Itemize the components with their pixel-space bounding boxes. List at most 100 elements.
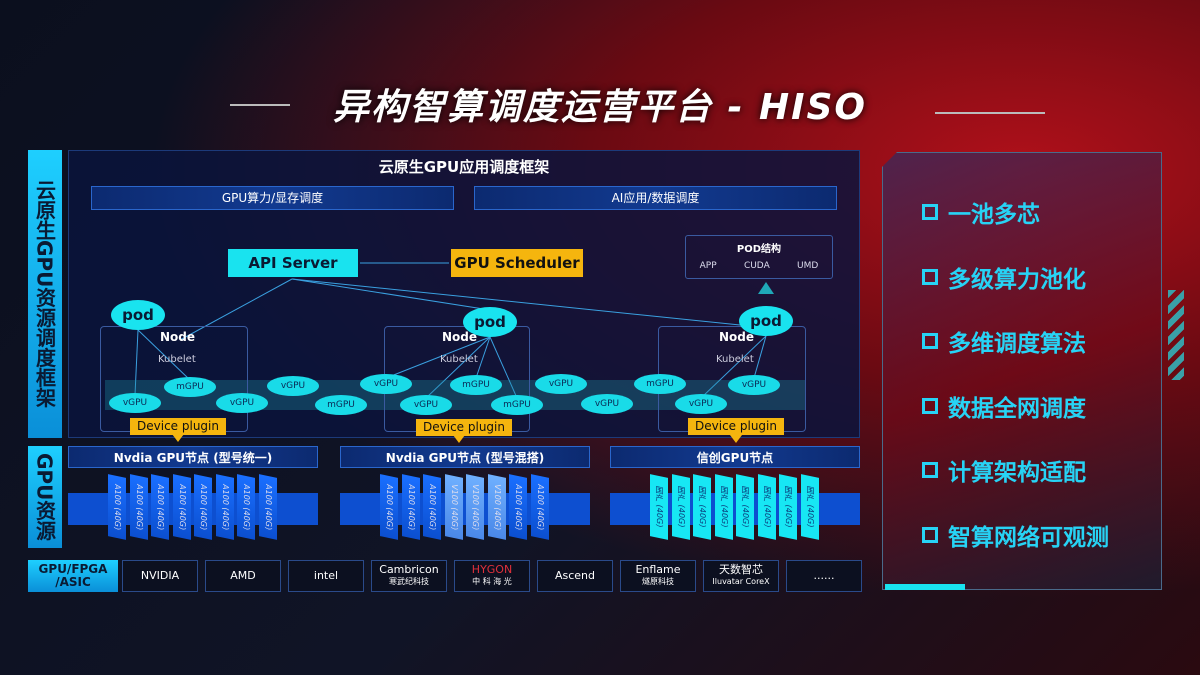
gpu-chip: 国产 (40G): [736, 474, 754, 540]
pod-ellipse: pod: [111, 300, 165, 330]
gpu-node-band: [68, 493, 318, 525]
gpu-chip: A100 (40G): [215, 474, 234, 540]
gpu-unit-vgpu: vGPU: [109, 393, 161, 413]
feature-item: 一池多芯: [922, 195, 1040, 229]
node-label: Node: [719, 330, 755, 344]
kubelet-label: Kubelet: [440, 354, 478, 365]
gpu-unit-vgpu: vGPU: [360, 374, 412, 394]
device-plugin: Device plugin: [416, 419, 512, 436]
decor-accent: [885, 584, 965, 590]
checkbox-square-icon: [922, 462, 938, 478]
feature-label: 智算网络可观测: [948, 524, 1109, 551]
page-title: 异构智算调度运营平台 - HISO: [332, 87, 868, 128]
gpu-unit-mgpu: mGPU: [634, 374, 686, 394]
pod-structure-box: POD结构 APP CUDA UMD: [685, 235, 833, 279]
pod-structure-title: POD结构: [736, 244, 782, 255]
vendor-subname: 寒武纪科技: [389, 577, 429, 586]
gpu-chip: V100 (40G): [487, 474, 506, 540]
gpu-unit-mgpu: mGPU: [164, 377, 216, 397]
title-line-left: [230, 104, 290, 106]
feature-label: 多级算力池化: [948, 266, 1086, 293]
gpu-chip: 国产 (40G): [714, 474, 733, 540]
api-server-box: API Server: [228, 249, 358, 277]
gpu-unit-vgpu: vGPU: [400, 395, 452, 415]
pod-structure-item: UMD: [797, 261, 819, 271]
gpu-chip: A100 (40G): [258, 474, 277, 540]
vendor-subname: 燧原科技: [642, 577, 674, 586]
gpu-compute-bar: GPU算力/显存调度: [91, 186, 454, 210]
feature-label: 多维调度算法: [948, 331, 1086, 357]
gpu-chip: A100 (40G): [129, 474, 148, 540]
vendor-name: HYGON: [471, 563, 513, 576]
feature-item: 多级算力池化: [922, 260, 1086, 294]
gpu-chip: 国产 (40G): [671, 474, 690, 540]
vendor-logo: ......: [786, 560, 862, 592]
gpu-chip: A100 (40G): [380, 474, 398, 540]
gpu-node-title: Nvdia GPU节点 (型号统一): [68, 446, 318, 468]
gpu-chip: 国产 (40G): [779, 474, 797, 540]
gpu-chip: 国产 (40G): [650, 474, 668, 540]
vendor-logo: Ascend: [537, 560, 613, 592]
kubelet-label: Kubelet: [716, 354, 754, 365]
gpu-node-band: [610, 493, 860, 525]
gpu-unit-vgpu: vGPU: [267, 376, 319, 396]
kubelet-label: Kubelet: [158, 354, 196, 365]
gpu-unit-mgpu: mGPU: [491, 395, 543, 415]
feature-item: 智算网络可观测: [922, 518, 1109, 552]
gpu-chip: A100 (40G): [151, 474, 169, 540]
feature-label: 一池多芯: [948, 202, 1040, 228]
node-label: Node: [160, 330, 196, 344]
vendors-label: GPU/FPGA /ASIC: [28, 560, 118, 592]
gpu-unit-mgpu: mGPU: [450, 375, 502, 395]
left-label-gpu-resources: GPU资源: [28, 446, 62, 548]
pod-ellipse: pod: [739, 306, 793, 336]
vendor-subname: Iluvatar CoreX: [712, 577, 770, 586]
vendor-logo: 天数智芯 Iluvatar CoreX: [703, 560, 779, 592]
gpu-chip: A100 (40G): [194, 474, 212, 540]
gpu-unit-vgpu: vGPU: [581, 394, 633, 414]
feature-item: 数据全网调度: [922, 389, 1086, 423]
vendor-logo: intel: [288, 560, 364, 592]
gpu-chip: A100 (40G): [509, 474, 527, 540]
gpu-chip: 国产 (40G): [800, 474, 819, 540]
vendor-name: AMD: [230, 569, 256, 582]
gpu-unit-vgpu: vGPU: [535, 374, 587, 394]
pod-ellipse: pod: [463, 307, 517, 337]
checkbox-square-icon: [922, 397, 938, 414]
gpu-chip: V100 (40G): [466, 474, 484, 540]
feature-label: 数据全网调度: [948, 395, 1086, 422]
gpu-unit-vgpu: vGPU: [675, 394, 727, 414]
vendor-logo: AMD: [205, 560, 281, 592]
gpu-chip: A100 (40G): [237, 474, 255, 540]
vendor-name: Cambricon: [379, 563, 439, 576]
vendor-subname: 中 科 海 光: [472, 577, 512, 586]
pod-structure-item: CUDA: [743, 261, 770, 271]
gpu-chip: 国产 (40G): [693, 474, 711, 540]
vendor-name: ......: [813, 569, 835, 582]
gpu-unit-mgpu: mGPU: [315, 395, 367, 415]
vendor-name: intel: [313, 569, 339, 582]
checkbox-square-icon: [922, 204, 938, 220]
gpu-chip: A100 (40G): [530, 474, 549, 540]
decor-stripes: [1168, 290, 1184, 380]
feature-item: 计算架构适配: [922, 453, 1086, 487]
checkbox-square-icon: [922, 268, 938, 285]
gpu-node-title: Nvdia GPU节点 (型号混搭): [340, 446, 590, 468]
vendor-logo: HYGON 中 科 海 光: [454, 560, 530, 592]
left-label-scheduling: 云原生GPU资源调度框架: [28, 150, 62, 438]
vendor-name: 天数智芯: [719, 563, 763, 576]
gpu-chip: A100 (40G): [423, 474, 441, 540]
gpu-chip: A100 (40G): [172, 474, 191, 540]
feature-item: 多维调度算法: [922, 324, 1086, 358]
vendor-logo: Enflame 燧原科技: [620, 560, 696, 592]
ai-data-bar: AI应用/数据调度: [474, 186, 837, 210]
gpu-chip: A100 (40G): [108, 474, 126, 540]
gpu-node-title: 信创GPU节点: [610, 446, 860, 468]
gpu-unit-vgpu: vGPU: [216, 393, 268, 413]
vendor-name: Ascend: [554, 569, 596, 582]
device-plugin: Device plugin: [130, 418, 226, 435]
vendor-logo: Cambricon 寒武纪科技: [371, 560, 447, 592]
device-plugin: Device plugin: [688, 418, 784, 435]
vendor-logos: NVIDIA AMD intel Cambricon 寒武纪科技 HYGON 中 科 海 光…: [122, 560, 862, 592]
